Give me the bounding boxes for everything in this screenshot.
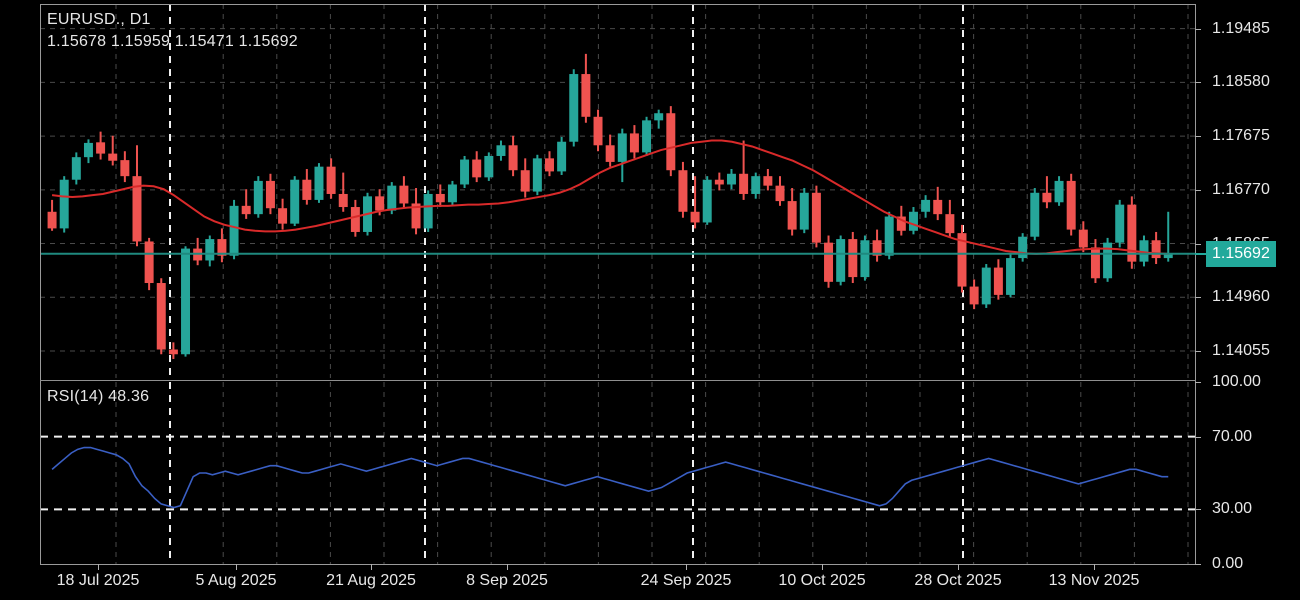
price-axis-label: 1.16770 <box>1212 180 1270 198</box>
candlestick-series <box>47 53 1173 360</box>
current-price-line <box>40 252 1195 255</box>
price-axis-tick <box>1195 350 1201 352</box>
rsi-indicator-panel[interactable] <box>40 382 1195 564</box>
rsi-line-series <box>51 446 1169 509</box>
date-axis-tick <box>686 564 687 570</box>
price-axis-label: 1.17675 <box>1212 127 1270 145</box>
price-axis-tick <box>1195 82 1201 84</box>
price-axis-label: 1.14960 <box>1212 288 1270 306</box>
current-price-tick <box>1195 252 1206 255</box>
rsi-axis-label: 70.00 <box>1212 427 1253 445</box>
date-axis-tick <box>371 564 372 570</box>
date-axis-tick <box>822 564 823 570</box>
date-axis-label: 10 Oct 2025 <box>778 572 866 589</box>
chart-top-border <box>40 4 1196 5</box>
price-axis-tick <box>1195 28 1201 30</box>
price-chart-panel[interactable] <box>40 4 1195 378</box>
rsi-axis-tick <box>1195 564 1201 565</box>
panel-divider <box>40 380 1196 381</box>
date-axis-tick <box>236 564 237 570</box>
date-axis-label: 21 Aug 2025 <box>326 572 416 589</box>
date-axis-tick <box>1094 564 1095 570</box>
price-axis-tick <box>1195 136 1201 138</box>
price-axis-label: 1.19485 <box>1212 19 1270 37</box>
date-axis-label: 8 Sep 2025 <box>466 572 548 589</box>
date-axis-label: 5 Aug 2025 <box>195 572 277 589</box>
date-axis-tick <box>507 564 508 570</box>
current-price-badge[interactable]: 1.15692 <box>1206 240 1276 267</box>
rsi-axis-tick <box>1195 436 1201 438</box>
rsi-axis-tick <box>1195 509 1201 511</box>
moving-average-line <box>51 139 1169 255</box>
rsi-axis-label: 0.00 <box>1212 555 1244 572</box>
y-axis-left-border <box>40 4 41 564</box>
rsi-axis-label: 100.00 <box>1212 373 1261 390</box>
price-axis-tick <box>1195 297 1201 299</box>
rsi-label: RSI(14) 48.36 <box>47 388 150 405</box>
ohlc-readout: 1.15678 1.15959 1.15471 1.15692 <box>47 33 298 50</box>
price-gridlines <box>40 4 1195 378</box>
date-axis-label: 28 Oct 2025 <box>914 572 1002 589</box>
symbol-title: EURUSD., D1 <box>47 11 151 28</box>
rsi-axis-tick <box>1195 382 1201 383</box>
price-axis-tick <box>1195 243 1201 245</box>
price-axis-tick <box>1195 189 1201 191</box>
price-axis-label: 1.18580 <box>1212 73 1270 91</box>
y-axis-right-border <box>1195 4 1196 564</box>
date-axis-label: 18 Jul 2025 <box>56 572 140 589</box>
date-axis-label: 13 Nov 2025 <box>1048 572 1140 589</box>
date-axis-tick <box>98 564 99 570</box>
date-axis-tick <box>958 564 959 570</box>
rsi-axis-label: 30.00 <box>1212 500 1253 518</box>
rsi-gridlines <box>40 382 1195 564</box>
date-axis-label: 24 Sep 2025 <box>640 572 732 589</box>
x-axis-border <box>40 564 1196 565</box>
price-axis-label: 1.14055 <box>1212 341 1270 359</box>
